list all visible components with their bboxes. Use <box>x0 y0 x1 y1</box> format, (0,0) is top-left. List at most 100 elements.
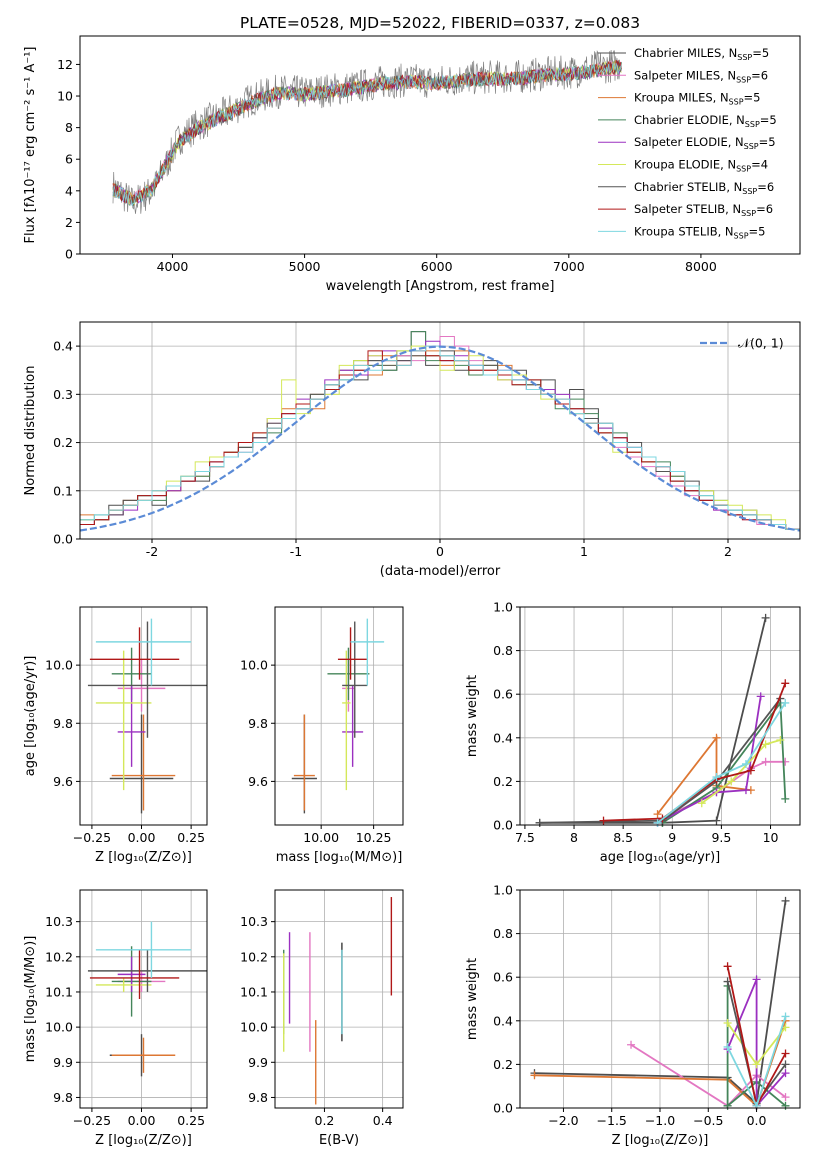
mass-ebv-panel-plot-area <box>283 897 393 1105</box>
x-tick-label: −2.0 <box>548 1113 578 1128</box>
y-tick-label: 0.2 <box>493 774 513 789</box>
weight-marker <box>781 1012 790 1021</box>
weight-marker <box>781 1069 790 1078</box>
x-tick-label: 5000 <box>289 259 321 274</box>
y-tick-label: 0.2 <box>53 435 73 450</box>
y-axis-label: Flux [fλ10⁻¹⁷ erg cm⁻² s⁻¹ A⁻¹] <box>23 47 38 244</box>
figure-panels: 4000 5000 6000 7000 8000024681012wavelength … <box>23 35 801 1148</box>
x-axis-label: age [log₁₀(age/yr)] <box>600 850 721 865</box>
y-tick-label: 10.0 <box>45 1020 73 1035</box>
legend-label: Chabrier ELODIE, NSSP=5 <box>634 113 777 129</box>
y-tick-label: 0.0 <box>493 1101 513 1116</box>
legend-label: Salpeter ELODIE, NSSP=5 <box>634 135 776 151</box>
y-tick-label: 10.3 <box>240 914 268 929</box>
y-tick-label: 10.2 <box>45 949 73 964</box>
legend-label: 𝒩(0, 1) <box>738 336 784 351</box>
normal-curve <box>80 345 800 532</box>
x-tick-label: 0.00 <box>128 1113 156 1128</box>
age-z-panel-plot-area <box>87 618 207 814</box>
x-tick-label: −0.5 <box>693 1113 723 1128</box>
axes-frame <box>79 889 208 1109</box>
legend-label: Salpeter MILES, NSSP=6 <box>634 68 768 84</box>
weight-line <box>656 702 787 824</box>
weight-z-panel: −2.0 −1.5 −1.0 −0.5 0.0 0.0 0.2 0.4 0.6 0.8 1.0 Z [… <box>465 883 801 1148</box>
weight-marker <box>741 786 750 795</box>
y-tick-label: 10.0 <box>240 658 268 673</box>
y-tick-label: 10.0 <box>45 658 73 673</box>
weight-marker <box>712 733 721 742</box>
y-tick-label: 1.0 <box>493 600 513 615</box>
x-tick-label: 1 <box>580 544 588 559</box>
y-tick-label: 0.8 <box>493 643 513 658</box>
y-tick-label: 9.8 <box>53 1090 73 1105</box>
y-tick-label: 10.3 <box>45 914 73 929</box>
y-tick-label: 0.8 <box>493 926 513 941</box>
y-tick-label: 12 <box>57 57 73 72</box>
y-axis-label: mass weight <box>465 958 480 1040</box>
y-tick-label: 0.6 <box>493 687 513 702</box>
spectrum-lines <box>112 49 623 214</box>
axes-frame <box>519 606 801 826</box>
x-axis-label: Z [log₁₀(Z/Z⊙)] <box>95 1133 192 1148</box>
spectrum-legend: Chabrier MILES, NSSP=5 Salpeter MILES, NS… <box>598 46 777 240</box>
weight-marker <box>781 794 790 803</box>
legend-label: Kroupa STELIB, NSSP=5 <box>634 224 765 240</box>
weight-marker <box>727 777 736 786</box>
x-tick-label: 7000 <box>553 259 585 274</box>
spectrum-model-line <box>112 62 622 207</box>
y-tick-label: 0 <box>65 247 73 262</box>
x-tick-label: 0.00 <box>128 830 156 845</box>
mass-ebv-panel: 0.2 0.4 9.8 9.9 10.0 10.1 10.2 10.3 E(B-V) <box>240 889 404 1148</box>
axes-frame <box>274 889 404 1109</box>
y-axis-label: mass [log₁₀(M/M⊙)] <box>23 936 38 1063</box>
mass-z-panel-plot-area <box>87 921 207 1077</box>
weight-marker <box>712 816 721 825</box>
weight-marker <box>752 1060 761 1069</box>
y-tick-label: 9.8 <box>248 1090 268 1105</box>
weight-line <box>539 617 767 824</box>
weight-marker <box>712 773 721 782</box>
residual-panel: -2 -1 0 1 2 0.0 0.1 0.2 0.3 0.4 (data-model)/error… <box>23 321 801 579</box>
x-axis-label: E(B-V) <box>319 1133 359 1148</box>
y-tick-label: 0.4 <box>493 1013 513 1028</box>
weight-line <box>630 1044 787 1107</box>
spectrum-panel-plot-area <box>112 49 623 214</box>
x-axis-label: mass [log₁₀(M/M⊙)] <box>276 850 403 865</box>
x-tick-label: 4000 <box>157 259 189 274</box>
x-tick-label: −1.0 <box>645 1113 675 1128</box>
weight-marker <box>781 679 790 688</box>
x-tick-label: 10 <box>763 830 779 845</box>
x-tick-label: -1 <box>290 544 302 559</box>
age-mass-panel-plot-area <box>291 618 385 814</box>
x-tick-label: 0.25 <box>177 830 205 845</box>
x-tick-label: 0.25 <box>177 1113 205 1128</box>
legend-label: Salpeter STELIB, NSSP=6 <box>634 202 773 218</box>
y-tick-label: 10.2 <box>240 949 268 964</box>
weight-marker <box>723 962 732 971</box>
weight-line <box>726 979 787 1109</box>
weight-marker <box>535 818 544 827</box>
weight-marker <box>761 740 770 749</box>
y-tick-label: 0.6 <box>493 970 513 985</box>
y-tick-label: 0.0 <box>493 818 513 833</box>
y-tick-label: 6 <box>65 152 73 167</box>
x-tick-label: 6000 <box>421 259 453 274</box>
legend-label: Chabrier STELIB, NSSP=6 <box>634 180 774 196</box>
x-axis-label: Z [log₁₀(Z/Z⊙)] <box>612 1133 709 1148</box>
x-tick-label: 8.5 <box>613 830 633 845</box>
y-tick-label: 1.0 <box>493 883 513 898</box>
x-axis-label: (data-model)/error <box>380 564 501 579</box>
weight-line <box>701 739 781 804</box>
x-axis-label: Z [log₁₀(Z/Z⊙)] <box>95 850 192 865</box>
y-axis-label: age [log₁₀(age/yr)] <box>23 656 38 777</box>
weight-marker <box>627 1040 636 1049</box>
y-axis-label: Normed distribution <box>23 366 38 496</box>
y-tick-label: 4 <box>65 183 73 198</box>
weight-line <box>539 698 782 824</box>
x-tick-label: 0 <box>436 544 444 559</box>
weight-marker <box>599 816 608 825</box>
weight-marker <box>781 896 790 905</box>
axes-frame <box>79 35 801 255</box>
legend-label: Chabrier MILES, NSSP=5 <box>634 46 769 62</box>
x-tick-label: −0.25 <box>73 830 111 845</box>
